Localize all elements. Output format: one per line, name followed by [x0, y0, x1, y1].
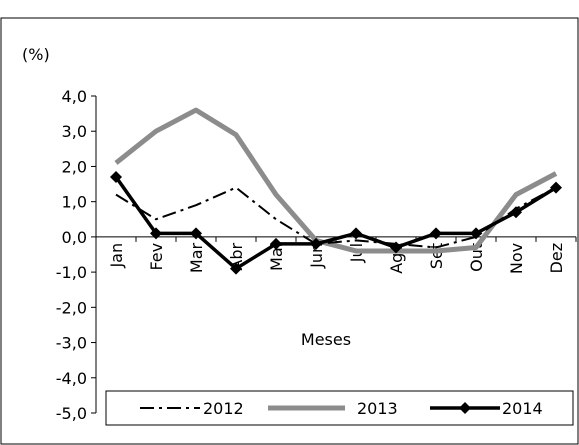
series-marker-2014	[350, 227, 362, 240]
y-tick-label: -1,0	[56, 263, 87, 282]
y-tick-label: 3,0	[62, 122, 87, 141]
series-marker-2014	[470, 227, 482, 240]
y-tick-label: 1,0	[62, 193, 87, 212]
y-tick-label: 4,0	[62, 87, 87, 106]
y-tick-label: -2,0	[56, 298, 87, 317]
legend: 2012 2013 2014	[105, 390, 574, 426]
series-marker-2014	[270, 237, 282, 250]
series-line-2014	[114, 175, 557, 271]
legend-marker-2014	[459, 402, 471, 414]
series-marker-2014	[550, 181, 562, 194]
x-tick-label: Mai	[267, 243, 286, 271]
legend-label-2012: 2012	[203, 399, 244, 418]
y-tick-label: -5,0	[56, 404, 87, 423]
y-axis-label: (%)	[22, 45, 50, 64]
x-tick-label: Dez	[547, 243, 566, 274]
series-line-2013	[114, 107, 558, 254]
series-marker-2014	[510, 206, 522, 219]
y-tick-label: 2,0	[62, 157, 87, 176]
series-marker-2014	[230, 262, 242, 275]
series-line-2012	[115, 186, 557, 249]
x-tick-label: Fev	[147, 243, 166, 271]
series-marker-2014	[150, 227, 162, 240]
y-tick-label: 0,0	[62, 228, 87, 247]
series-marker-2014	[430, 227, 442, 240]
y-axis: 4,0 3,0 2,0 1,0 0,0 -1,0 -2,0 -3,0 -4,0 -5,0	[56, 87, 97, 423]
legend-label-2014: 2014	[502, 399, 543, 418]
y-tick-label: -4,0	[56, 369, 87, 388]
series-marker-2014	[310, 237, 322, 250]
x-tick-label: Nov	[507, 243, 526, 274]
legend-label-2013: 2013	[357, 399, 398, 418]
series-marker-2014	[110, 171, 122, 184]
x-tick-label: Jun	[307, 243, 326, 269]
x-axis-label: Meses	[301, 330, 351, 349]
series-lines	[110, 107, 562, 275]
series-marker-2014	[390, 241, 402, 254]
series-marker-2014	[190, 227, 202, 240]
y-tick-label: -3,0	[56, 334, 87, 353]
x-tick-label: Mar	[187, 242, 206, 273]
x-tick-label: Jan	[107, 243, 126, 269]
